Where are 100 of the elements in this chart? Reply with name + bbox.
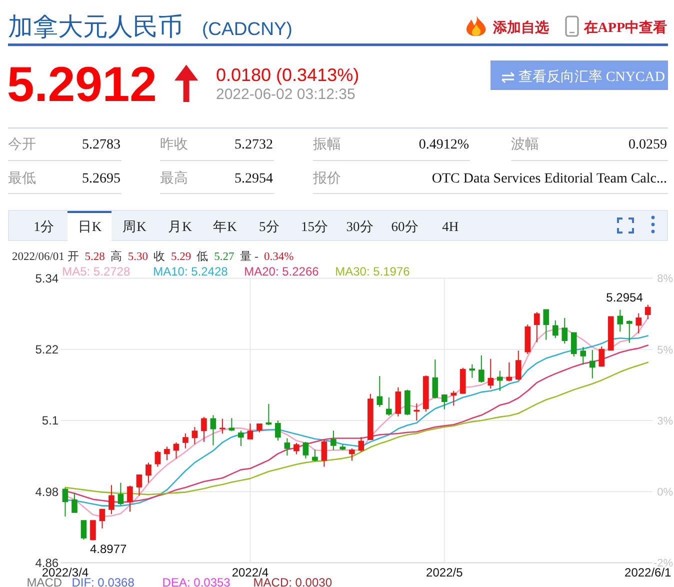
text: 昨收 — [160, 136, 188, 152]
candlestick — [414, 402, 420, 421]
text: 今开 — [8, 136, 36, 152]
annotation: 5.28 — [84, 251, 105, 263]
annotation: 5.29 — [171, 251, 192, 263]
candlestick — [404, 389, 410, 416]
candlestick — [626, 320, 632, 344]
candlestick — [330, 430, 336, 451]
candlestick — [275, 420, 281, 442]
candlestick — [154, 450, 161, 468]
xtick: 2022/5 — [426, 565, 463, 580]
tab-label: 60分 — [391, 219, 419, 234]
ytick: 4.98 — [35, 484, 59, 499]
tab-label: 1分 — [34, 219, 54, 234]
tab-label: 15分 — [300, 219, 328, 234]
annotation: 收 — [154, 251, 166, 263]
ytick: 5.34 — [35, 272, 59, 286]
candlestick — [127, 485, 133, 512]
y2tick: 0% — [657, 486, 673, 498]
candlestick — [442, 394, 448, 410]
ytick: 5.1 — [42, 414, 59, 428]
candlestick — [460, 367, 466, 394]
candlestick — [358, 436, 364, 452]
tab-label: 4H — [442, 219, 459, 234]
annotation: 量 - — [240, 251, 258, 263]
xtick: 2022/6/1 — [624, 565, 672, 580]
candlestick — [534, 312, 540, 343]
text: 波幅 — [511, 136, 539, 152]
candlestick — [432, 358, 438, 400]
text: 最低 — [8, 170, 36, 186]
ytick: 5.22 — [35, 342, 59, 357]
candlestick — [238, 430, 244, 446]
candlestick — [321, 440, 328, 468]
candlestick — [552, 320, 558, 339]
legend: MA20: 5.2266 — [244, 264, 319, 278]
candlestick — [294, 442, 300, 455]
candlestick — [228, 418, 235, 432]
tab-label: 日K — [78, 219, 102, 234]
annotation: 高 — [110, 251, 122, 263]
tab-label: 周K — [122, 219, 146, 234]
annotation: 低 — [196, 251, 209, 263]
candlestick — [450, 390, 457, 406]
candlestick — [302, 441, 309, 459]
text: 2022-06-02 03:12:35 — [216, 86, 356, 103]
candlestick — [192, 426, 198, 445]
annotation: 0.34% — [264, 251, 294, 263]
candlestick — [256, 422, 262, 433]
candlestick — [247, 422, 254, 440]
candlestick — [118, 482, 124, 506]
text: 添加自选 — [492, 20, 549, 36]
candlestick — [62, 488, 68, 517]
candlestick — [266, 403, 272, 426]
text: 5.2732 — [234, 138, 273, 152]
candlestick — [201, 416, 207, 442]
text: 最高 — [160, 170, 188, 186]
candlestick — [368, 393, 374, 441]
candlestick — [136, 474, 142, 496]
text: 0.0180 (0.3413%) — [216, 65, 360, 85]
candlestick — [562, 318, 568, 344]
candlestick — [488, 358, 494, 390]
y2tick: 3% — [657, 415, 673, 428]
candlestick — [90, 520, 96, 541]
candlestick — [108, 484, 114, 515]
text: 振幅 — [313, 136, 341, 152]
candlestick — [617, 309, 624, 332]
tab-label: 30分 — [346, 219, 374, 234]
candlestick — [99, 508, 106, 529]
candlestick — [173, 442, 180, 459]
candlestick — [210, 414, 216, 446]
candlestick — [570, 332, 577, 358]
tab-label: 5分 — [259, 219, 280, 234]
candlestick — [506, 362, 512, 382]
candlestick — [497, 370, 503, 392]
candlestick — [589, 349, 596, 379]
candlestick — [395, 386, 402, 417]
text: 5.2954 — [234, 172, 273, 186]
annotation: 4.8977 — [90, 542, 127, 556]
text: 5.2783 — [82, 138, 120, 152]
candlestick — [515, 350, 522, 381]
candlestick — [164, 446, 170, 461]
candlestick — [478, 354, 484, 384]
candlestick — [580, 346, 586, 366]
candlestick — [636, 312, 642, 334]
candlestick — [598, 346, 605, 368]
candlestick — [340, 444, 346, 451]
candlestick — [543, 309, 550, 340]
annotation: 5.2954 — [606, 290, 643, 305]
y2tick: 8% — [657, 273, 673, 286]
y2tick: 5% — [657, 344, 673, 356]
candlestick — [349, 448, 355, 462]
legend: MA10: 5.2428 — [153, 264, 228, 278]
candlestick — [220, 418, 226, 434]
candlestick — [386, 396, 392, 416]
candlestick — [312, 449, 318, 462]
text: 0.4912% — [418, 138, 470, 152]
annotation: 5.27 — [214, 251, 234, 263]
legend: MA5: 5.2728 — [62, 264, 130, 278]
candlestick — [644, 304, 651, 320]
tab-label: 年K — [213, 219, 237, 234]
annotation: DEA: 0.0353 — [162, 575, 230, 587]
